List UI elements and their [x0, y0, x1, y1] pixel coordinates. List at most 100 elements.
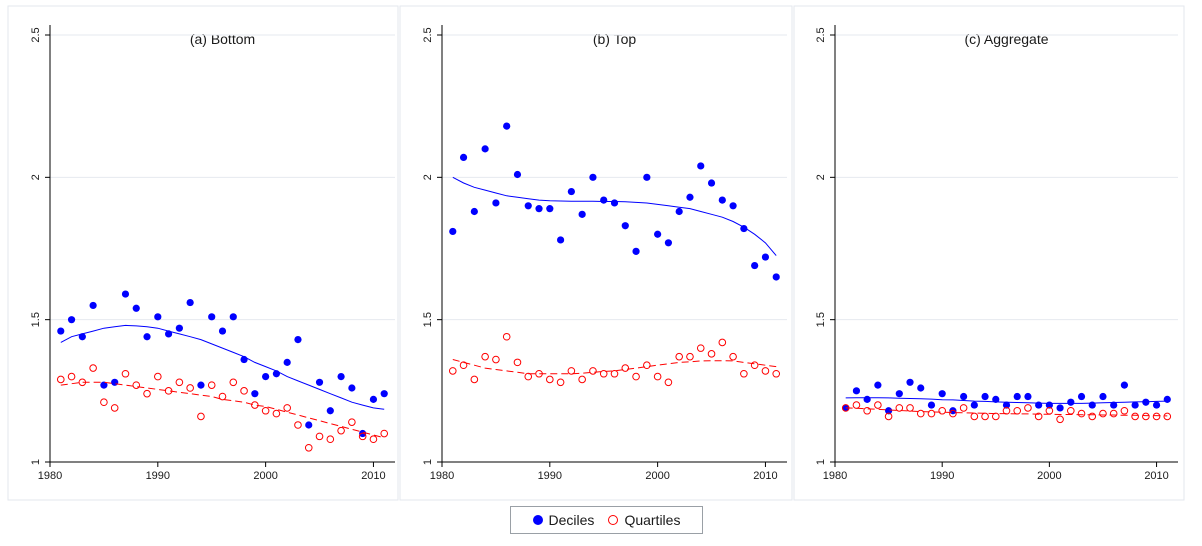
data-point-quartiles — [481, 352, 489, 361]
data-point-deciles — [992, 395, 1000, 403]
data-point-quartiles — [664, 378, 673, 387]
data-point-quartiles — [546, 375, 554, 384]
x-tick-label: 1980 — [430, 470, 454, 482]
data-point-deciles — [906, 378, 914, 386]
data-point-deciles — [186, 298, 194, 307]
data-point-quartiles — [100, 398, 108, 407]
y-tick-label: 2.5 — [422, 27, 434, 42]
data-point-deciles — [154, 313, 162, 321]
x-tick-label: 2000 — [253, 470, 277, 482]
data-point-deciles — [1152, 401, 1161, 409]
data-point-quartiles — [621, 364, 630, 372]
data-point-quartiles — [863, 406, 871, 415]
data-point-deciles — [852, 387, 861, 395]
data-point-quartiles — [229, 378, 238, 387]
data-point-quartiles — [459, 361, 468, 370]
data-point-deciles — [524, 202, 532, 210]
data-point-quartiles — [154, 372, 162, 381]
data-point-deciles — [111, 378, 119, 386]
data-point-quartiles — [895, 404, 904, 412]
data-point-quartiles — [1088, 412, 1097, 421]
data-point-quartiles — [502, 332, 511, 341]
data-point-quartiles — [132, 381, 141, 389]
data-point-deciles — [326, 407, 334, 415]
data-point-deciles — [503, 122, 511, 130]
y-tick-label: 1.5 — [422, 312, 434, 327]
x-tick-label: 2000 — [1037, 470, 1061, 482]
data-point-quartiles — [294, 421, 302, 429]
data-point-quartiles — [970, 412, 979, 421]
data-point-quartiles — [121, 369, 130, 378]
data-point-quartiles — [578, 375, 586, 384]
data-point-quartiles — [251, 401, 259, 409]
data-point-quartiles — [470, 375, 479, 384]
data-point-deciles — [654, 230, 662, 238]
fit-line-quartiles — [452, 359, 777, 375]
data-point-deciles — [272, 370, 281, 378]
data-point-quartiles — [696, 344, 705, 352]
data-point-deciles — [927, 401, 936, 409]
legend-item-quartiles: Quartiles — [608, 512, 680, 528]
panel-1: (a) Bottom 1 1.5 2 2.5 1980 1990 2000 2010 — [7, 5, 399, 501]
data-point-quartiles — [110, 404, 119, 412]
data-point-deciles — [1002, 401, 1011, 409]
data-point-quartiles — [675, 352, 683, 361]
data-point-quartiles — [1002, 406, 1011, 415]
data-point-deciles — [686, 193, 694, 201]
data-point-quartiles — [1024, 404, 1032, 412]
data-point-deciles — [600, 196, 608, 204]
data-point-quartiles — [718, 338, 727, 347]
data-point-deciles — [348, 384, 356, 392]
data-point-deciles — [78, 333, 86, 341]
panel-background — [7, 5, 399, 501]
data-point-quartiles — [326, 435, 335, 444]
data-point-quartiles — [1109, 409, 1118, 418]
data-point-deciles — [283, 358, 291, 366]
x-tick-label: 1990 — [538, 470, 562, 482]
data-point-deciles — [772, 273, 780, 281]
panel-background — [399, 5, 793, 501]
y-tick-label: 2 — [815, 174, 827, 180]
data-point-deciles — [459, 153, 468, 162]
data-point-deciles — [938, 390, 946, 398]
data-point-deciles — [481, 145, 489, 153]
x-tick-label: 1980 — [38, 470, 62, 482]
data-point-deciles — [718, 196, 726, 204]
data-point-quartiles — [524, 372, 533, 381]
data-point-quartiles — [535, 369, 543, 378]
data-point-deciles — [513, 170, 522, 179]
data-point-quartiles — [599, 369, 608, 378]
data-point-quartiles — [916, 409, 925, 418]
data-point-quartiles — [632, 372, 640, 381]
data-point-quartiles — [686, 352, 694, 361]
data-point-deciles — [294, 335, 302, 344]
y-tick-label: 1 — [30, 459, 42, 465]
panel-title: (a) Bottom — [190, 31, 255, 47]
data-point-deciles — [492, 199, 500, 207]
data-point-deciles — [380, 390, 388, 398]
data-point-quartiles — [740, 369, 748, 378]
data-point-quartiles — [164, 387, 173, 395]
data-point-quartiles — [78, 378, 87, 387]
x-tick-label: 2010 — [361, 470, 385, 482]
panel-title: (c) Aggregate — [964, 31, 1048, 47]
data-point-deciles — [567, 187, 575, 196]
data-point-quartiles — [589, 367, 597, 375]
data-point-quartiles — [949, 409, 957, 418]
data-point-deciles — [1035, 401, 1043, 409]
data-point-quartiles — [707, 350, 716, 358]
data-point-quartiles — [1163, 412, 1172, 421]
data-point-deciles — [578, 210, 586, 218]
data-point-quartiles — [938, 406, 946, 415]
data-point-quartiles — [653, 372, 662, 381]
legend-marker-quartiles — [608, 515, 619, 525]
data-point-quartiles — [1045, 406, 1054, 415]
data-point-quartiles — [959, 404, 968, 412]
data-point-quartiles — [927, 409, 936, 418]
data-point-deciles — [164, 330, 173, 338]
data-point-quartiles — [261, 406, 270, 415]
data-point-deciles — [315, 378, 324, 386]
data-point-deciles — [589, 173, 597, 181]
data-point-deciles — [981, 392, 989, 401]
data-point-quartiles — [240, 387, 248, 395]
